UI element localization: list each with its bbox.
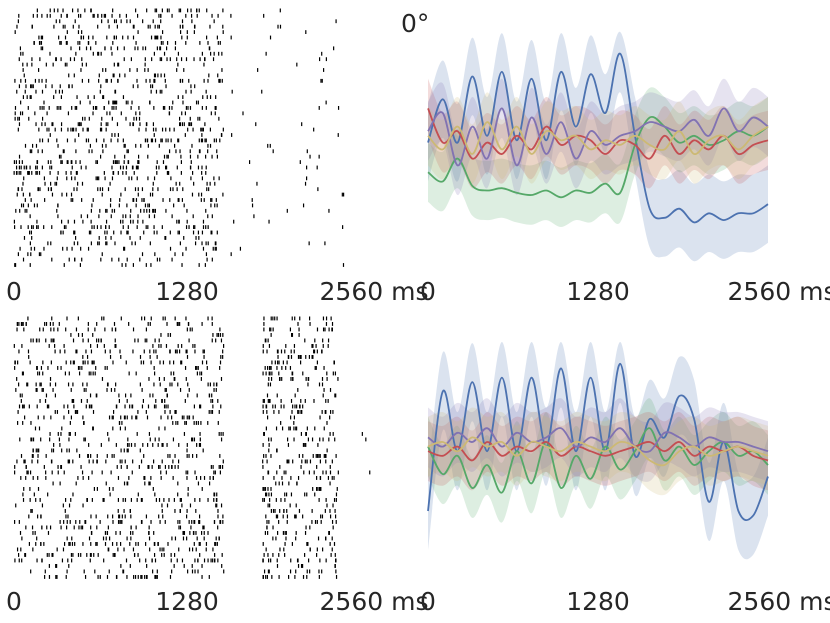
x-tick-label: 2560 ms	[320, 277, 429, 306]
x-tick-label: 2560 ms	[320, 587, 429, 616]
series-line	[427, 362, 769, 521]
series-line	[427, 121, 769, 155]
x-tick-label: 1280	[155, 277, 219, 306]
x-tick-label: 0	[6, 277, 22, 306]
x-tick-label: 0	[420, 277, 436, 306]
series-line	[427, 115, 769, 199]
x-tick-label: 1280	[566, 587, 630, 616]
series-line	[427, 441, 769, 462]
x-tick-label: 0	[420, 587, 436, 616]
confidence-band	[428, 407, 768, 496]
x-tick-label: 1280	[155, 587, 219, 616]
series-line	[427, 427, 769, 453]
confidence-band	[428, 78, 768, 189]
series-line	[427, 52, 769, 224]
x-tick-label: 2560 ms	[728, 277, 830, 306]
series-line	[427, 108, 769, 160]
confidence-band	[428, 411, 768, 491]
x-tick-label: 0	[6, 587, 22, 616]
confidence-band	[428, 31, 768, 262]
panel-title: 0°	[401, 9, 429, 38]
raster-bottom-panel: 0 1280 2560 ms	[6, 316, 429, 616]
x-tick-label: 2560 ms	[728, 587, 830, 616]
psth-bottom-panel: 0 1280 2560 ms	[420, 341, 830, 616]
raster-top-panel: 0 1280 2560 ms	[6, 8, 429, 306]
x-tick-label: 1280	[566, 277, 630, 306]
psth-top-panel: 0 1280 2560 ms	[420, 31, 830, 306]
series-line	[427, 436, 769, 467]
series-line	[427, 427, 769, 494]
series-line	[427, 107, 769, 167]
